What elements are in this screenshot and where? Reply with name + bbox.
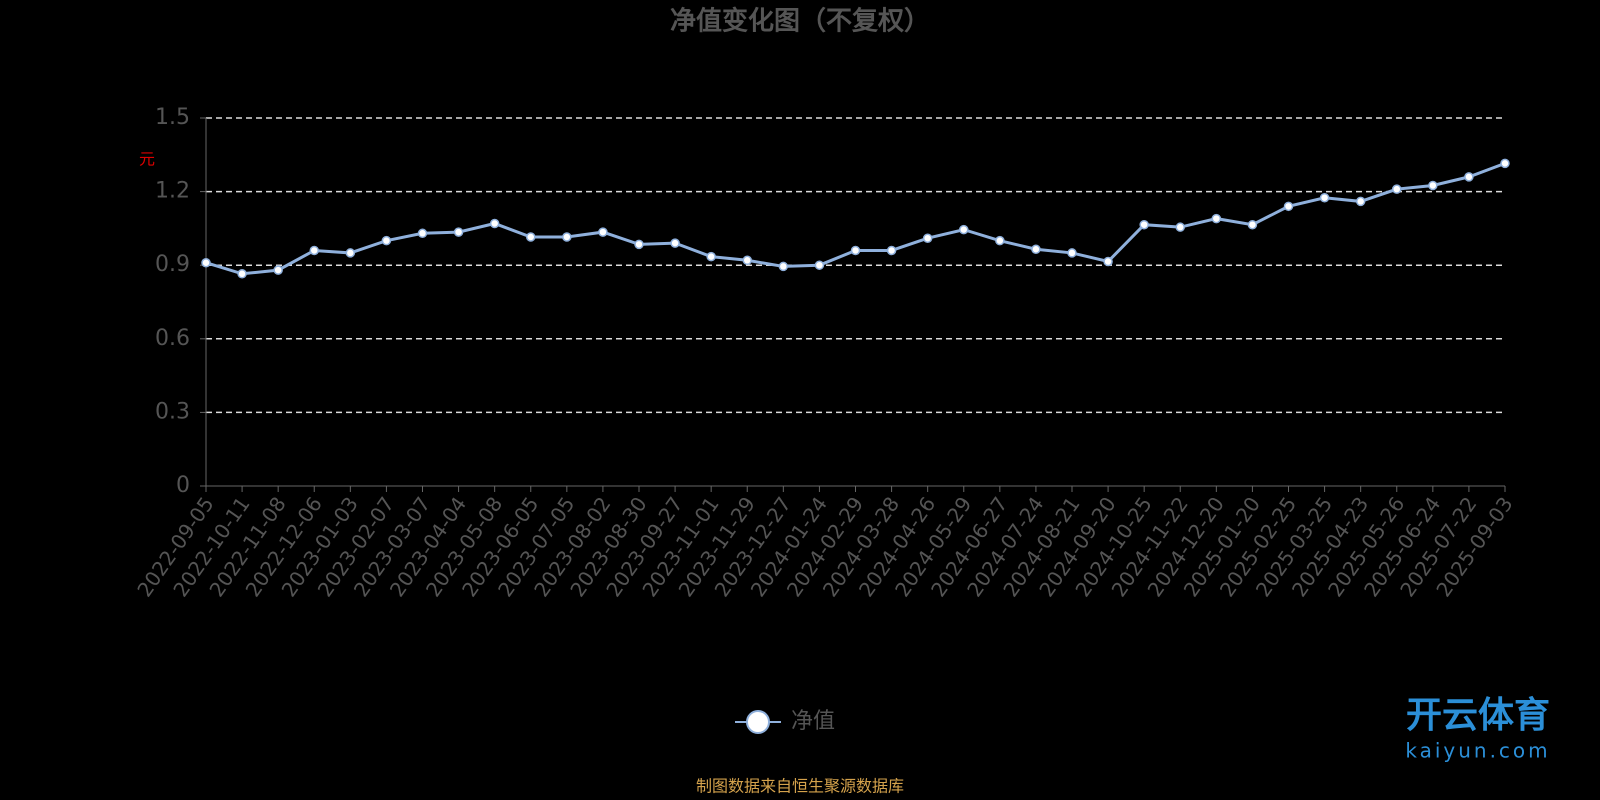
data-point [1428, 180, 1438, 191]
data-point [1392, 184, 1402, 194]
data-point [742, 255, 752, 266]
y-tick-label: 1.2 [155, 179, 190, 204]
data-point [959, 224, 969, 235]
y-tick-label: 0.6 [155, 326, 190, 351]
data-point [1175, 222, 1185, 232]
data-point [598, 227, 608, 237]
data-point [814, 260, 825, 270]
data-point [1067, 248, 1077, 258]
y-axis-label: 元 [139, 150, 155, 169]
data-point [886, 245, 897, 256]
data-point [1319, 192, 1330, 203]
y-tick-label: 0.3 [155, 399, 190, 424]
data-point [526, 232, 536, 242]
data-point [1211, 213, 1222, 224]
data-point [1103, 256, 1113, 267]
y-tick-label: 1.5 [155, 105, 190, 130]
data-point [309, 245, 319, 256]
y-tick-label: 0.9 [155, 252, 190, 277]
data-point [1283, 201, 1294, 212]
data-point [237, 269, 247, 279]
watermark-brand: 开云体育 [1406, 695, 1550, 736]
watermark-site: kaiyun.com [1405, 739, 1550, 763]
data-point [1464, 172, 1474, 182]
data-point [670, 238, 680, 248]
legend-label: 净值 [791, 709, 835, 734]
chart-title: 净值变化图（不复权） [670, 6, 930, 37]
data-point [201, 257, 211, 268]
data-point [922, 233, 933, 243]
data-point [850, 245, 861, 256]
data-point [453, 227, 464, 237]
data-point [345, 248, 356, 258]
data-point [1031, 244, 1041, 255]
data-point [995, 235, 1005, 246]
data-point [562, 232, 572, 242]
legend-marker [746, 710, 770, 734]
source-note: 制图数据来自恒生聚源数据库 [696, 777, 904, 796]
data-point [1500, 158, 1510, 169]
data-point [1355, 196, 1366, 207]
data-point [706, 251, 716, 262]
data-point [778, 261, 789, 272]
data-point [634, 239, 644, 250]
data-point [381, 235, 392, 246]
y-tick-label: 0 [176, 473, 190, 498]
data-point [1247, 219, 1258, 230]
data-point [489, 218, 500, 229]
data-point [1139, 219, 1149, 230]
data-point [273, 265, 283, 275]
data-point [417, 228, 428, 239]
